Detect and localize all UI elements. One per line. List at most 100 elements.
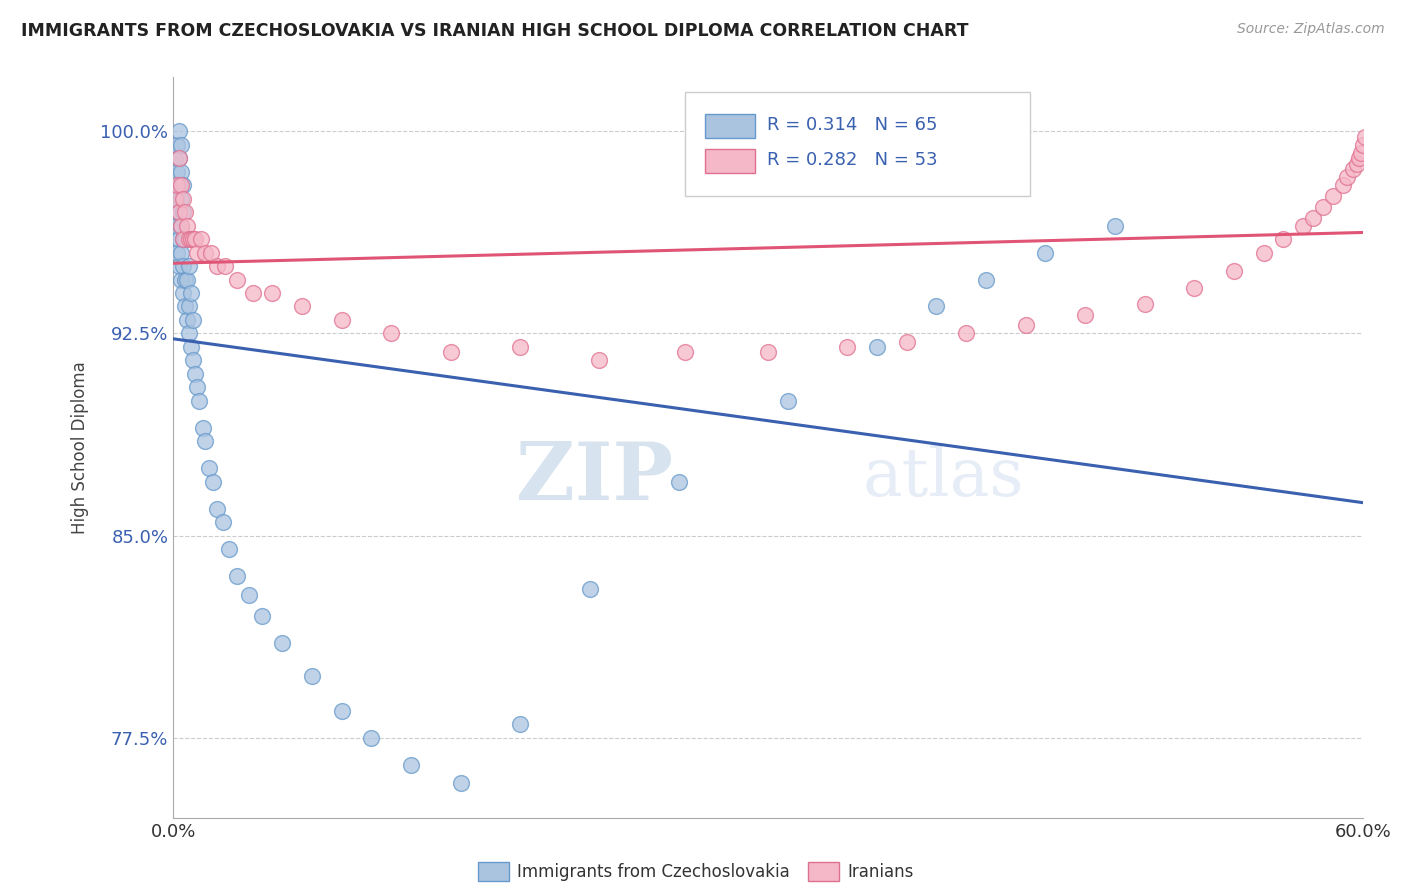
Point xyxy=(925,300,948,314)
Point xyxy=(271,636,294,650)
Point xyxy=(756,345,779,359)
Point xyxy=(380,326,402,341)
Point xyxy=(837,340,859,354)
Point xyxy=(172,232,194,246)
Point xyxy=(167,205,190,219)
Point xyxy=(1336,170,1358,185)
Point xyxy=(174,272,197,286)
Point xyxy=(1302,211,1324,225)
Point xyxy=(167,259,190,273)
Point xyxy=(1347,151,1369,165)
Point xyxy=(174,300,197,314)
Point xyxy=(1182,280,1205,294)
Point xyxy=(200,245,222,260)
Text: R = 0.282   N = 53: R = 0.282 N = 53 xyxy=(766,151,938,169)
Point xyxy=(214,259,236,273)
Point xyxy=(165,192,187,206)
Point xyxy=(211,515,233,529)
Point xyxy=(191,421,214,435)
Point xyxy=(198,461,221,475)
Point xyxy=(776,393,799,408)
Text: Source: ZipAtlas.com: Source: ZipAtlas.com xyxy=(1237,22,1385,37)
Point xyxy=(172,285,194,300)
Point xyxy=(225,569,247,583)
Point xyxy=(262,285,284,300)
Point xyxy=(166,178,188,193)
Point xyxy=(166,245,188,260)
Point xyxy=(166,165,188,179)
Point xyxy=(896,334,918,349)
FancyBboxPatch shape xyxy=(685,92,1029,196)
Point xyxy=(588,353,610,368)
Point xyxy=(1341,162,1364,177)
Point xyxy=(165,151,187,165)
Point xyxy=(974,272,997,286)
Point xyxy=(172,232,194,246)
Point xyxy=(1014,318,1036,333)
Point xyxy=(1272,232,1295,246)
Point xyxy=(170,165,193,179)
Point xyxy=(170,219,193,233)
Point xyxy=(172,259,194,273)
Point xyxy=(190,232,212,246)
Point xyxy=(174,205,197,219)
Point xyxy=(186,380,208,394)
Point xyxy=(301,668,323,682)
Point xyxy=(177,259,200,273)
Point xyxy=(166,192,188,206)
Point xyxy=(1346,156,1368,170)
Point xyxy=(165,205,187,219)
Point xyxy=(194,434,217,449)
Point xyxy=(205,501,228,516)
Point xyxy=(668,475,690,489)
Point xyxy=(1354,129,1376,144)
Text: R = 0.314   N = 65: R = 0.314 N = 65 xyxy=(766,116,938,134)
Point xyxy=(180,340,202,354)
Text: IMMIGRANTS FROM CZECHOSLOVAKIA VS IRANIAN HIGH SCHOOL DIPLOMA CORRELATION CHART: IMMIGRANTS FROM CZECHOSLOVAKIA VS IRANIA… xyxy=(21,22,969,40)
Point xyxy=(167,151,190,165)
Point xyxy=(1133,297,1156,311)
Point xyxy=(399,757,422,772)
Point xyxy=(1104,219,1126,233)
Point xyxy=(1331,178,1354,193)
Point xyxy=(1253,245,1275,260)
Point xyxy=(1312,200,1334,214)
Point xyxy=(167,232,190,246)
Point xyxy=(177,232,200,246)
Point xyxy=(166,219,188,233)
Point xyxy=(440,345,463,359)
Point xyxy=(170,137,193,152)
Point xyxy=(1074,308,1097,322)
Point xyxy=(170,245,193,260)
Point xyxy=(174,232,197,246)
Point xyxy=(673,345,696,359)
Point xyxy=(172,192,194,206)
Point xyxy=(165,178,187,193)
Text: atlas: atlas xyxy=(863,445,1025,510)
Point xyxy=(180,232,202,246)
Y-axis label: High School Diploma: High School Diploma xyxy=(72,361,89,534)
Point xyxy=(170,219,193,233)
Point xyxy=(176,219,198,233)
Point xyxy=(172,205,194,219)
Point xyxy=(866,340,889,354)
Point xyxy=(330,313,353,327)
Point xyxy=(176,272,198,286)
Bar xyxy=(704,149,755,173)
Point xyxy=(181,313,204,327)
Point xyxy=(291,300,314,314)
Point xyxy=(172,178,194,193)
Text: Iranians: Iranians xyxy=(848,863,914,881)
Point xyxy=(509,717,531,731)
Point xyxy=(184,232,207,246)
Point xyxy=(1351,137,1374,152)
Point xyxy=(330,704,353,718)
Point xyxy=(225,272,247,286)
Point xyxy=(450,776,472,790)
Point xyxy=(170,272,193,286)
Point xyxy=(188,393,211,408)
Point xyxy=(1223,264,1246,278)
Bar xyxy=(704,114,755,138)
Point xyxy=(167,178,190,193)
Point xyxy=(238,588,260,602)
